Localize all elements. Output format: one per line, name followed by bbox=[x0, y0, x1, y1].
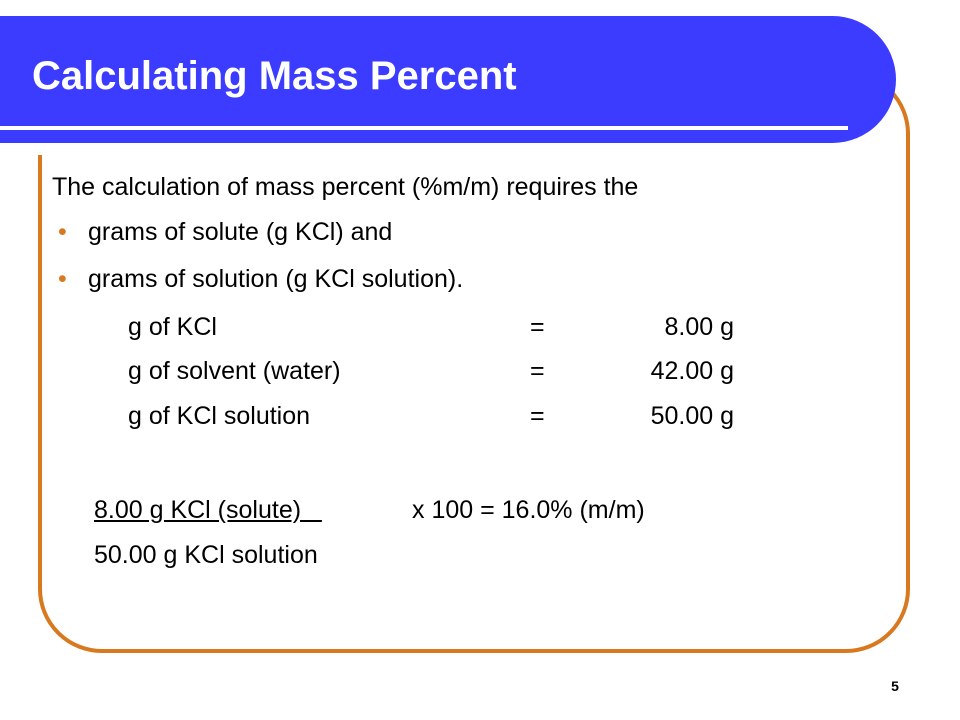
mass-row-value: 8.00 g bbox=[664, 313, 734, 341]
bullet-text: grams of solute (g KCl) and bbox=[88, 218, 393, 246]
mass-row-label: g of KCl solution bbox=[128, 402, 311, 430]
slide-frame bbox=[38, 70, 910, 653]
mass-row-label: g of KCl bbox=[128, 313, 217, 341]
mass-row-equals: = bbox=[530, 402, 545, 430]
fraction-operation: x 100 = 16.0% (m/m) bbox=[412, 496, 645, 524]
intro-text: The calculation of mass percent (%m/m) r… bbox=[52, 173, 639, 201]
title-bar-divider bbox=[0, 126, 848, 130]
slide-title: Calculating Mass Percent bbox=[32, 54, 517, 98]
title-bar bbox=[0, 16, 896, 143]
bullet-icon: • bbox=[58, 265, 67, 293]
page-number: 5 bbox=[891, 678, 899, 694]
mass-row-equals: = bbox=[530, 357, 545, 385]
bullet-icon: • bbox=[58, 218, 67, 246]
mass-row-value: 50.00 g bbox=[650, 402, 734, 430]
fraction-numerator: 8.00 g KCl (solute) bbox=[94, 496, 322, 524]
bullet-text: grams of solution (g KCl solution). bbox=[88, 265, 464, 293]
fraction-denominator: 50.00 g KCl solution bbox=[94, 541, 318, 569]
mass-row-label: g of solvent (water) bbox=[128, 357, 341, 385]
mass-row-value: 42.00 g bbox=[650, 357, 734, 385]
mass-row-equals: = bbox=[530, 313, 545, 341]
